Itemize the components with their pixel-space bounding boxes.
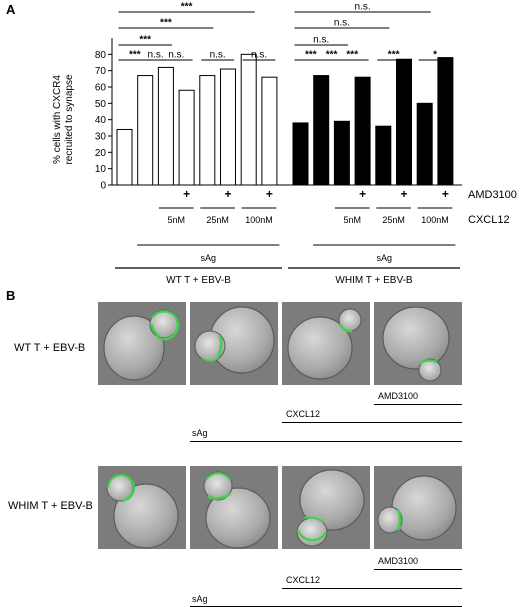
- bar: [178, 89, 195, 186]
- row1-amd3100-label: AMD3100: [378, 391, 419, 401]
- bars: [116, 53, 454, 186]
- cxcl12-row-label: CXCL12: [468, 214, 510, 226]
- bar: [116, 128, 133, 186]
- bar: [333, 120, 350, 186]
- bar: [313, 75, 330, 186]
- row-label-whim: WHIM T + EBV-B: [8, 500, 93, 512]
- row1-amd3100-line: [374, 404, 462, 405]
- micrograph-wt-sag-cxcl12-amd3100: [374, 302, 462, 385]
- cxcl12-dose-label: 25nM: [206, 215, 229, 225]
- amd3100-plus: +: [224, 187, 231, 201]
- y-tick-label: 20: [95, 148, 107, 159]
- sag-label: sAg: [377, 253, 393, 263]
- amd3100-plus: +: [266, 187, 273, 201]
- micrograph-wt-sag-cxcl12: [282, 302, 370, 385]
- row1-cxcl12-label: CXCL12: [286, 409, 321, 419]
- y-tick-label: 30: [95, 132, 107, 143]
- significance-label: n.s.: [334, 18, 350, 29]
- bar: [292, 122, 309, 186]
- amd3100-row-label: AMD3100: [468, 189, 517, 201]
- panel-b-letter: B: [6, 288, 16, 303]
- significance-brackets: *** n.s. n.s. n.s. n.s.************ *** *** ***…: [118, 2, 452, 61]
- significance-label: ***: [139, 35, 151, 46]
- cxcl12-dose-label: 5nM: [167, 215, 185, 225]
- panel-a-letter: A: [6, 2, 16, 17]
- micrograph-whim-untreated: [98, 466, 186, 549]
- y-tick-label: 70: [95, 66, 107, 77]
- amd3100-plus: +: [183, 187, 190, 201]
- micrograph-whim-sag-cxcl12: [282, 466, 370, 549]
- y-tick-label: 50: [95, 99, 107, 110]
- bar: [220, 68, 236, 186]
- bar: [157, 66, 174, 186]
- bar: [199, 75, 216, 186]
- significance-label: n.s.: [313, 35, 329, 46]
- amd3100-plus: +: [442, 187, 449, 201]
- group-label: WHIM T + EBV-B: [335, 275, 412, 286]
- significance-label: n.s.: [355, 2, 371, 13]
- y-tick-label: 0: [100, 181, 106, 192]
- y-tick-label: 60: [95, 83, 107, 94]
- row2-sag-label: sAg: [192, 594, 208, 604]
- amd3100-plus: +: [359, 187, 366, 201]
- significance-label: ***: [129, 50, 141, 61]
- significance-label: ***: [181, 2, 193, 13]
- significance-label: ***: [160, 18, 172, 29]
- cxcl12-dose-label: 100nM: [421, 215, 449, 225]
- significance-label: ***: [326, 50, 338, 61]
- bar: [375, 125, 392, 186]
- row1-cxcl12-line: [282, 422, 462, 423]
- significance-label: ***: [388, 50, 400, 61]
- cxcl12-dose-label: 100nM: [245, 215, 273, 225]
- group-label: WT T + EBV-B: [166, 275, 231, 286]
- row1-sag-label: sAg: [192, 428, 208, 438]
- significance-label: n.s.: [168, 50, 184, 61]
- y-tick-label: 80: [95, 50, 107, 61]
- cxcl12-dose-label: 5nM: [343, 215, 361, 225]
- amd3100-plus: +: [400, 187, 407, 201]
- sag-label: sAg: [201, 253, 217, 263]
- bar: [437, 57, 454, 186]
- y-axis-label: % cells with CXCR4recruited to synapse: [52, 74, 75, 164]
- row2-cxcl12-label: CXCL12: [286, 575, 321, 585]
- significance-label: n.s.: [147, 50, 163, 61]
- significance-label: n.s.: [210, 50, 226, 61]
- bar: [396, 58, 412, 186]
- y-tick-label: 40: [95, 115, 107, 126]
- bar: [354, 76, 371, 186]
- bar: [261, 76, 278, 186]
- row2-amd3100-line: [374, 569, 462, 570]
- row1-sag-line: [190, 441, 462, 442]
- micrograph-whim-sag: [190, 466, 278, 549]
- significance-label: ***: [305, 50, 317, 61]
- row-label-wt: WT T + EBV-B: [14, 342, 86, 354]
- micrograph-wt-untreated: [98, 302, 186, 385]
- cxcl12-dose-label: 25nM: [382, 215, 405, 225]
- bar: [416, 102, 433, 186]
- significance-label: *: [433, 50, 437, 61]
- significance-label: n.s.: [251, 50, 267, 61]
- row2-amd3100-label: AMD3100: [378, 556, 419, 566]
- row2-cxcl12-line: [282, 588, 462, 589]
- y-tick-label: 10: [95, 164, 107, 175]
- significance-label: ***: [346, 50, 358, 61]
- bar: [137, 75, 154, 186]
- micrograph-whim-sag-cxcl12-amd3100: [374, 466, 462, 549]
- condition-rows: + + +5nM 25nM 100nM sAg WT T + EBV-B + + +5nM 25nM…: [115, 187, 517, 286]
- bar: [240, 53, 257, 186]
- micrograph-wt-sag: [190, 302, 278, 385]
